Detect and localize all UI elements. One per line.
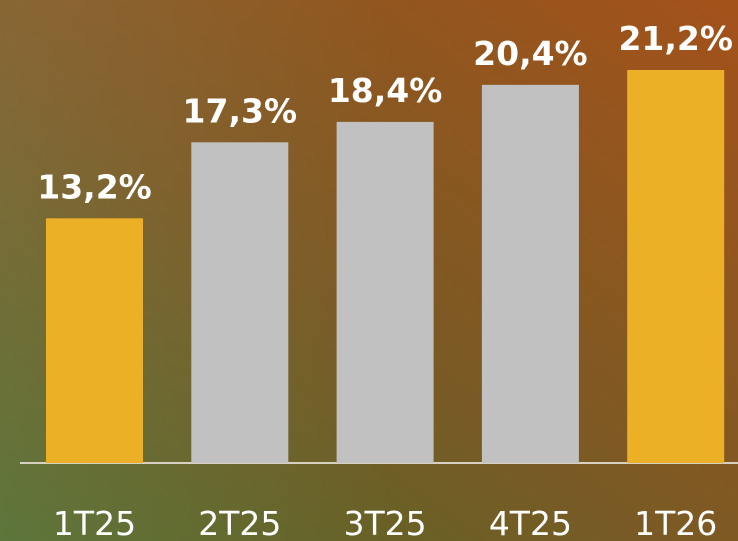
bar — [336, 121, 434, 463]
value-label: 13,2% — [37, 167, 152, 206]
value-label: 21,2% — [618, 19, 733, 58]
value-label: 20,4% — [473, 34, 588, 73]
category-label: 1T26 — [634, 504, 717, 541]
category-label: 1T25 — [53, 504, 136, 541]
bar — [46, 218, 143, 463]
category-label: 2T25 — [198, 504, 281, 541]
category-label: 4T25 — [489, 504, 572, 541]
value-label: 17,3% — [183, 91, 298, 130]
bar — [481, 84, 579, 463]
value-label: 18,4% — [328, 71, 443, 110]
category-label: 3T25 — [344, 504, 427, 541]
bar — [191, 142, 289, 463]
bar — [627, 70, 725, 463]
